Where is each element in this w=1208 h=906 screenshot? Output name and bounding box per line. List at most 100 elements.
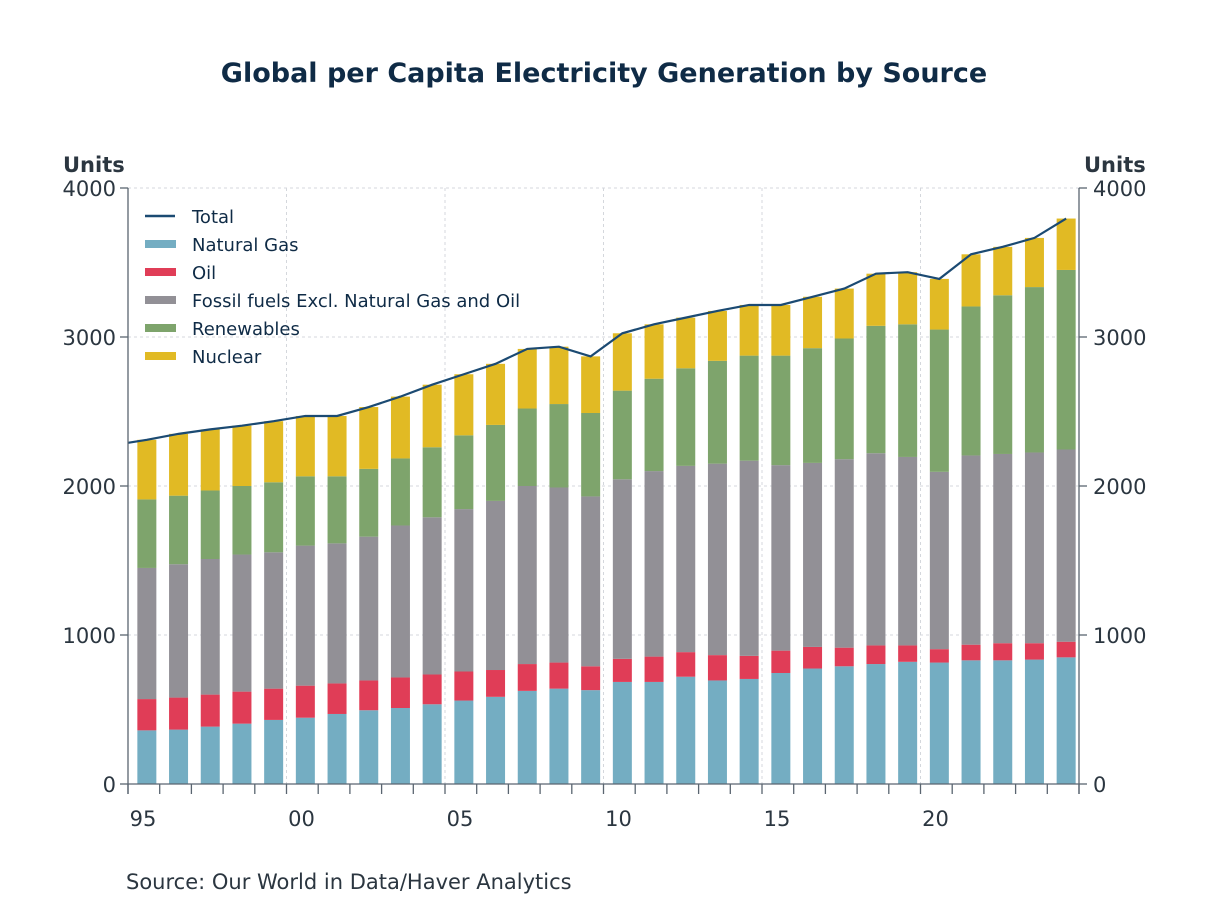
bar-fossil-fuels-excl-natural-gas-and-oil-2022	[993, 453, 1013, 644]
bar-fossil-fuels-excl-natural-gas-and-oil-2014	[739, 460, 759, 656]
bar-fossil-fuels-excl-natural-gas-and-oil-2017	[834, 459, 854, 648]
bar-renewables-2024	[1056, 269, 1076, 450]
x-tick-label: 20	[922, 807, 949, 831]
y-tick-label-right: 2000	[1093, 475, 1146, 499]
bar-nuclear-2020	[929, 278, 949, 330]
bar-fossil-fuels-excl-natural-gas-and-oil-2004	[422, 517, 442, 675]
bar-oil-2000	[295, 685, 315, 718]
bar-renewables-1997	[200, 490, 220, 560]
bar-nuclear-2002	[359, 407, 379, 469]
bar-fossil-fuels-excl-natural-gas-and-oil-1998	[232, 554, 252, 692]
y-axis-title-right: Units	[1084, 153, 1146, 177]
bar-natural-gas-2020	[929, 662, 949, 784]
bar-nuclear-1999	[264, 421, 284, 483]
bar-nuclear-2014	[739, 304, 759, 356]
bar-oil-2014	[739, 655, 759, 679]
bar-natural-gas-2006	[486, 696, 506, 784]
bar-fossil-fuels-excl-natural-gas-and-oil-1995	[137, 567, 157, 700]
bar-oil-2002	[359, 680, 379, 711]
bars	[137, 218, 1076, 784]
bar-renewables-1998	[232, 486, 252, 555]
bar-renewables-2018	[866, 325, 886, 454]
bar-renewables-2001	[327, 476, 347, 544]
bar-natural-gas-2024	[1056, 657, 1076, 784]
bar-natural-gas-2013	[707, 680, 727, 784]
bar-oil-2018	[866, 645, 886, 665]
bar-nuclear-2004	[422, 384, 442, 448]
bar-natural-gas-2002	[359, 710, 379, 784]
bar-fossil-fuels-excl-natural-gas-and-oil-2003	[390, 525, 410, 678]
bar-renewables-2017	[834, 338, 854, 460]
bar-renewables-2021	[961, 306, 981, 456]
bar-renewables-1996	[169, 495, 189, 565]
bar-oil-2020	[929, 649, 949, 663]
bar-nuclear-2007	[517, 348, 537, 409]
bar-oil-2015	[771, 650, 791, 673]
bar-nuclear-2022	[993, 246, 1013, 296]
x-tick-label: 05	[447, 807, 474, 831]
bar-natural-gas-2008	[549, 688, 569, 784]
bar-renewables-2013	[707, 360, 727, 464]
bar-fossil-fuels-excl-natural-gas-and-oil-2020	[929, 471, 949, 650]
y-tick-label-left: 4000	[63, 177, 116, 201]
bar-renewables-2014	[739, 355, 759, 461]
bar-natural-gas-2018	[866, 664, 886, 784]
bar-nuclear-1996	[169, 433, 189, 496]
bar-fossil-fuels-excl-natural-gas-and-oil-2013	[707, 463, 727, 656]
bar-fossil-fuels-excl-natural-gas-and-oil-2008	[549, 487, 569, 663]
bar-nuclear-2023	[1024, 237, 1044, 288]
bar-natural-gas-2015	[771, 672, 791, 784]
bar-nuclear-2011	[644, 324, 664, 379]
bar-oil-2024	[1056, 641, 1076, 658]
y-tick-label-right: 0	[1093, 773, 1106, 797]
bar-nuclear-2024	[1056, 218, 1076, 270]
legend-swatch-fossil-fuels-excl-natural-gas-and-oil	[145, 296, 176, 304]
bar-nuclear-2003	[390, 396, 410, 459]
bar-natural-gas-1998	[232, 723, 252, 784]
bar-nuclear-2017	[834, 288, 854, 339]
bar-fossil-fuels-excl-natural-gas-and-oil-2012	[676, 465, 696, 653]
bar-fossil-fuels-excl-natural-gas-and-oil-2023	[1024, 452, 1044, 644]
y-tick-label-left: 2000	[63, 475, 116, 499]
bar-fossil-fuels-excl-natural-gas-and-oil-2019	[898, 456, 918, 646]
legend-label-natural-gas: Natural Gas	[192, 235, 298, 256]
bar-oil-2001	[327, 683, 347, 714]
bar-fossil-fuels-excl-natural-gas-and-oil-1996	[169, 564, 189, 698]
legend-label-fossil-fuels-excl-natural-gas-and-oil: Fossil fuels Excl. Natural Gas and Oil	[192, 291, 520, 312]
bar-natural-gas-2023	[1024, 659, 1044, 784]
bar-nuclear-2006	[486, 363, 506, 425]
legend-swatch-oil	[145, 268, 176, 276]
bar-fossil-fuels-excl-natural-gas-and-oil-2018	[866, 453, 886, 646]
bar-oil-2012	[676, 652, 696, 677]
bar-renewables-2004	[422, 447, 442, 518]
bar-fossil-fuels-excl-natural-gas-and-oil-2024	[1056, 449, 1076, 642]
bar-natural-gas-2012	[676, 676, 696, 784]
bar-oil-2003	[390, 677, 410, 709]
bar-oil-2008	[549, 662, 569, 689]
bar-renewables-2002	[359, 468, 379, 537]
bar-renewables-2007	[517, 408, 537, 486]
bar-natural-gas-2019	[898, 661, 918, 784]
y-tick-label-left: 0	[103, 773, 116, 797]
y-tick-label-right: 3000	[1093, 326, 1146, 350]
y-tick-label-left: 3000	[63, 326, 116, 350]
bar-oil-2023	[1024, 643, 1044, 660]
bar-natural-gas-2001	[327, 713, 347, 784]
bar-renewables-2019	[898, 324, 918, 457]
bar-oil-2005	[454, 671, 474, 701]
legend-label-oil: Oil	[192, 263, 216, 284]
bar-natural-gas-2010	[612, 681, 632, 784]
bar-renewables-2012	[676, 368, 696, 466]
x-tick-label: 15	[764, 807, 791, 831]
bar-oil-2021	[961, 644, 981, 661]
source-note: Source: Our World in Data/Haver Analytic…	[126, 870, 572, 894]
bar-renewables-2008	[549, 404, 569, 488]
bar-renewables-2003	[390, 458, 410, 526]
bar-natural-gas-2016	[803, 668, 823, 784]
bar-renewables-2000	[295, 476, 315, 546]
bar-natural-gas-2000	[295, 717, 315, 784]
bar-oil-2016	[803, 646, 823, 669]
bar-renewables-1995	[137, 499, 157, 568]
bar-fossil-fuels-excl-natural-gas-and-oil-2010	[612, 479, 632, 659]
